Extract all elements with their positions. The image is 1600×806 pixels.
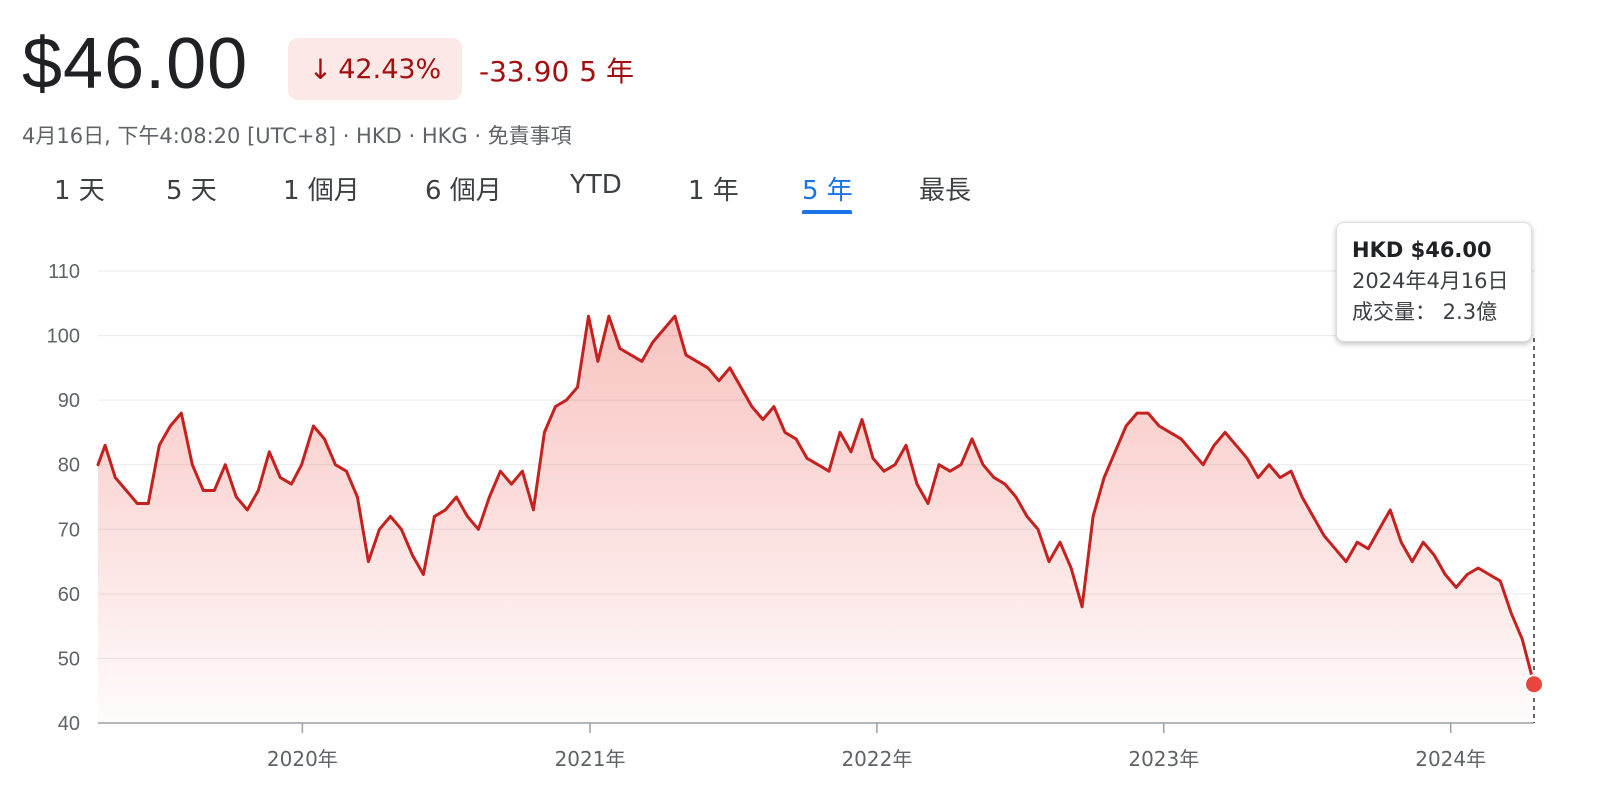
x-tick-label: 2023年 xyxy=(1128,747,1199,771)
x-tick-label: 2024年 xyxy=(1415,747,1486,771)
y-tick-label: 100 xyxy=(47,326,80,348)
y-tick-label: 70 xyxy=(58,519,80,541)
y-tick-label: 90 xyxy=(58,390,80,412)
current-price: $46.00 xyxy=(22,24,249,104)
change-percent-value: 42.43% xyxy=(338,53,442,85)
range-tabs: 1 天 5 天 1 個月 6 個月 YTD 1 年 5 年 最長 xyxy=(0,170,1100,220)
change-absolute: -33.90 5 年 xyxy=(479,50,634,90)
active-tab-indicator xyxy=(802,210,852,214)
quote-meta: 4月16日, 下午4:08:20 [UTC+8] · HKD · HKG · 免… xyxy=(22,124,572,148)
change-percent-badge: ↓ 42.43% xyxy=(288,38,462,100)
tab-max[interactable]: 最長 xyxy=(919,176,972,206)
tab-1y[interactable]: 1 年 xyxy=(688,176,739,206)
y-tick-label: 40 xyxy=(58,713,80,735)
tooltip-date: 2024年4月16日 xyxy=(1352,269,1509,293)
tab-ytd[interactable]: YTD xyxy=(570,170,622,200)
y-tick-label: 80 xyxy=(58,455,80,477)
tab-1d[interactable]: 1 天 xyxy=(54,176,105,206)
tooltip-volume: 成交量： 2.3億 xyxy=(1352,300,1498,324)
y-tick-label: 60 xyxy=(58,584,80,606)
change-period-label: 5 年 xyxy=(579,55,634,88)
tooltip-price: HKD $46.00 xyxy=(1352,238,1492,262)
x-tick-label: 2022年 xyxy=(841,747,912,771)
series-area xyxy=(98,316,1534,723)
chart-tooltip: HKD $46.00 2024年4月16日 成交量： 2.3億 xyxy=(1336,222,1532,342)
tab-5y[interactable]: 5 年 xyxy=(802,176,853,206)
series-line xyxy=(96,314,1536,686)
tab-1m[interactable]: 1 個月 xyxy=(283,176,360,206)
tab-6m[interactable]: 6 個月 xyxy=(425,176,502,206)
tab-5d[interactable]: 5 天 xyxy=(166,176,217,206)
x-tick-label: 2020年 xyxy=(267,747,338,771)
y-tick-label: 110 xyxy=(48,261,80,283)
arrow-down-icon: ↓ xyxy=(308,52,333,86)
y-tick-label: 50 xyxy=(58,648,80,670)
hover-point-marker xyxy=(1524,674,1544,695)
x-tick-label: 2021年 xyxy=(555,747,626,771)
change-absolute-value: -33.90 xyxy=(479,55,570,88)
